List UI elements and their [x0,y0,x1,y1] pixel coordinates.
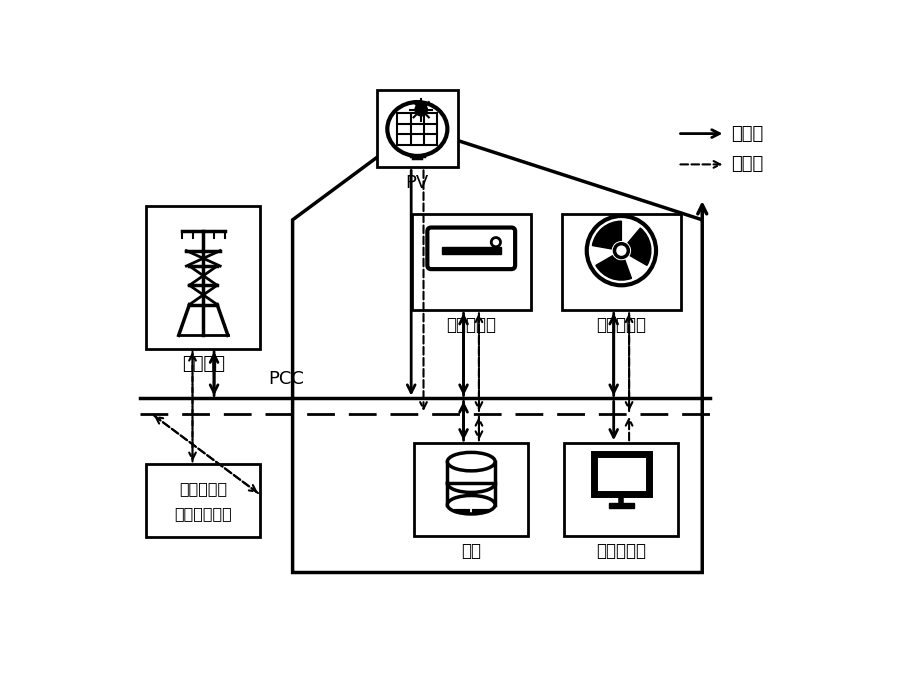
FancyBboxPatch shape [428,227,515,269]
FancyBboxPatch shape [565,443,678,536]
Text: 户用微电网
能量管理系统: 户用微电网 能量管理系统 [174,481,232,521]
Wedge shape [592,221,621,249]
Text: 信息流: 信息流 [732,156,764,173]
FancyBboxPatch shape [377,91,458,167]
Bar [447,483,495,505]
Circle shape [614,244,628,257]
FancyBboxPatch shape [594,454,649,494]
Wedge shape [628,228,651,265]
Bar [609,503,633,508]
Bar [442,247,500,255]
FancyBboxPatch shape [146,464,261,538]
FancyBboxPatch shape [562,214,681,310]
Text: PCC: PCC [268,370,304,388]
Text: 上级电网: 上级电网 [182,355,225,373]
Text: 可削减负荷: 可削减负荷 [446,316,497,334]
Bar [447,462,495,483]
FancyBboxPatch shape [411,214,531,310]
Wedge shape [596,256,632,280]
Circle shape [415,104,428,116]
Text: PV: PV [406,173,429,192]
FancyBboxPatch shape [414,443,528,536]
Ellipse shape [447,474,495,492]
Ellipse shape [447,452,495,471]
FancyBboxPatch shape [146,206,261,349]
Text: 可平移负荷: 可平移负荷 [597,316,646,334]
Text: 储能: 储能 [461,542,481,560]
Ellipse shape [447,496,495,514]
Text: 功率流: 功率流 [732,125,764,143]
Text: 不可控负荷: 不可控负荷 [597,542,646,560]
